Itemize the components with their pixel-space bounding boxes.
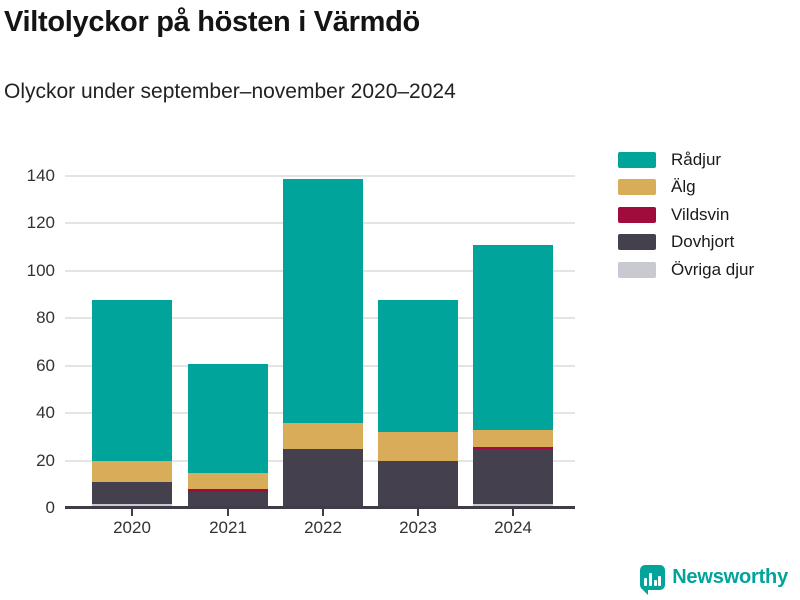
legend-item-Dovhjort: Dovhjort [618,229,754,257]
x-axis-line [65,506,575,509]
bar-segment-2024-Rådjur [473,245,553,431]
bar-chart-icon [644,569,662,586]
x-axis-label: 2024 [494,518,532,537]
y-axis-label: 80 [36,308,55,328]
y-axis-label: 120 [26,213,55,233]
legend-label: Dovhjort [671,232,735,252]
legend-label: Älg [671,177,696,197]
y-axis-label: 140 [26,166,55,185]
legend-item-Vildsvin: Vildsvin [618,201,754,229]
legend-item-Älg: Älg [618,174,754,202]
bar-segment-2023-Rådjur [378,299,458,433]
speech-bubble-tail [641,588,649,595]
newsworthy-logo-text: Newsworthy [672,566,788,588]
bar-segment-2024-Dovhjort [473,449,553,504]
x-axis-tick [322,509,324,516]
newsworthy-logo[interactable]: Newsworthy [640,565,788,595]
y-axis-label: 100 [26,260,55,280]
legend-swatch [618,206,656,223]
x-axis-label: 2021 [209,518,247,537]
bar-segment-2023-Älg [378,432,458,461]
bar-segment-2022-Rådjur [283,178,363,423]
y-axis-label: 60 [36,355,55,375]
bar-segment-2020-Älg [92,460,172,483]
bar-segment-2021-Rådjur [188,363,268,473]
x-axis-tick [227,509,229,516]
legend-swatch [618,234,656,251]
bar-segment-2023-Dovhjort [378,460,458,506]
x-axis-tick [417,509,419,516]
bar-segment-2021-Älg [188,472,268,490]
x-axis-tick [131,509,133,516]
y-axis-label: 20 [36,450,55,470]
legend-label: Övriga djur [671,259,755,279]
newsworthy-logo-icon [640,565,666,595]
y-axis-label: 40 [36,403,55,423]
bar-segment-2022-Dovhjort [283,449,363,506]
page-title: Viltolyckor på hösten i Värmdö [4,6,420,38]
x-axis-label: 2023 [399,518,437,537]
legend-swatch [618,179,656,196]
chart-legend: Rådjur Älg Vildsvin Dovhjort Övriga djur [618,146,754,284]
legend-item-Rådjur: Rådjur [618,146,754,174]
bar-segment-2024-Vildsvin [473,446,553,450]
legend-item-Övriga djur: Övriga djur [618,256,754,284]
legend-swatch [618,261,656,278]
legend-label: Vildsvin [671,204,730,224]
x-axis-tick [512,509,514,516]
bar-segment-2020-Övriga djur [92,503,172,506]
bar-segment-2022-Älg [283,423,363,450]
legend-label: Rådjur [671,149,722,169]
bar-segment-2020-Rådjur [92,299,172,461]
bar-segment-2021-Vildsvin [188,489,268,492]
x-axis-label: 2022 [304,518,342,537]
chart-subtitle: Olyckor under september–november 2020–20… [4,80,456,103]
bar-segment-2024-Älg [473,430,553,447]
bar-segment-2020-Dovhjort [92,482,172,504]
gridline-y-140 [65,175,575,177]
bar-segment-2021-Dovhjort [188,491,268,506]
y-axis-label: 0 [45,498,55,517]
legend-swatch [618,151,656,168]
x-axis-label: 2020 [113,518,151,537]
bar-segment-2024-Övriga djur [473,503,553,506]
